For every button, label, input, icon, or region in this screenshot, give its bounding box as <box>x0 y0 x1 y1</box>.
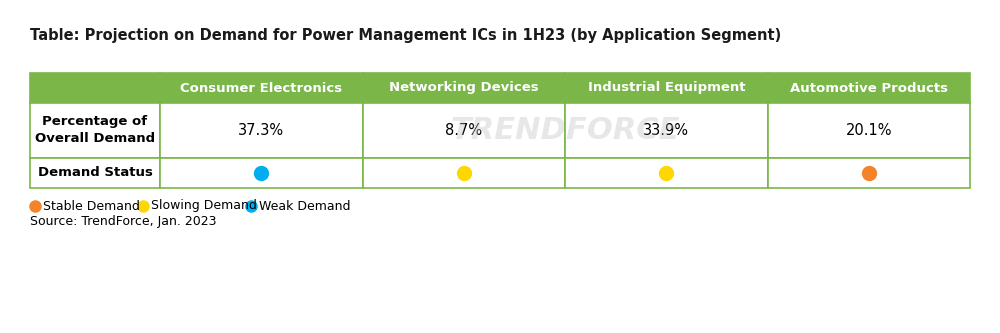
Text: Networking Devices: Networking Devices <box>389 82 539 95</box>
Text: Source: TrendForce, Jan. 2023: Source: TrendForce, Jan. 2023 <box>30 215 216 228</box>
Text: Industrial Equipment: Industrial Equipment <box>588 82 745 95</box>
Text: 37.3%: 37.3% <box>238 123 284 138</box>
Text: 20.1%: 20.1% <box>846 123 892 138</box>
FancyBboxPatch shape <box>768 103 970 158</box>
FancyBboxPatch shape <box>362 103 565 158</box>
FancyBboxPatch shape <box>30 73 160 103</box>
Text: Automotive Products: Automotive Products <box>790 82 948 95</box>
FancyBboxPatch shape <box>160 158 362 188</box>
FancyBboxPatch shape <box>565 103 768 158</box>
FancyBboxPatch shape <box>565 158 768 188</box>
FancyBboxPatch shape <box>160 103 362 158</box>
Text: Weak Demand: Weak Demand <box>259 199 351 212</box>
FancyBboxPatch shape <box>768 73 970 103</box>
FancyBboxPatch shape <box>565 73 768 103</box>
Text: Percentage of
Overall Demand: Percentage of Overall Demand <box>35 116 155 146</box>
Text: Demand Status: Demand Status <box>38 166 152 179</box>
FancyBboxPatch shape <box>30 158 160 188</box>
Text: TRENDFORCE: TRENDFORCE <box>450 116 680 145</box>
Text: Consumer Electronics: Consumer Electronics <box>180 82 342 95</box>
Text: Slowing Demand: Slowing Demand <box>151 199 257 212</box>
Text: Table: Projection on Demand for Power Management ICs in 1H23 (by Application Seg: Table: Projection on Demand for Power Ma… <box>30 28 781 43</box>
FancyBboxPatch shape <box>160 73 362 103</box>
FancyBboxPatch shape <box>30 103 160 158</box>
FancyBboxPatch shape <box>768 158 970 188</box>
Text: 33.9%: 33.9% <box>643 123 689 138</box>
Text: Stable Demand: Stable Demand <box>43 199 140 212</box>
FancyBboxPatch shape <box>362 73 565 103</box>
FancyBboxPatch shape <box>362 158 565 188</box>
Text: 8.7%: 8.7% <box>445 123 482 138</box>
